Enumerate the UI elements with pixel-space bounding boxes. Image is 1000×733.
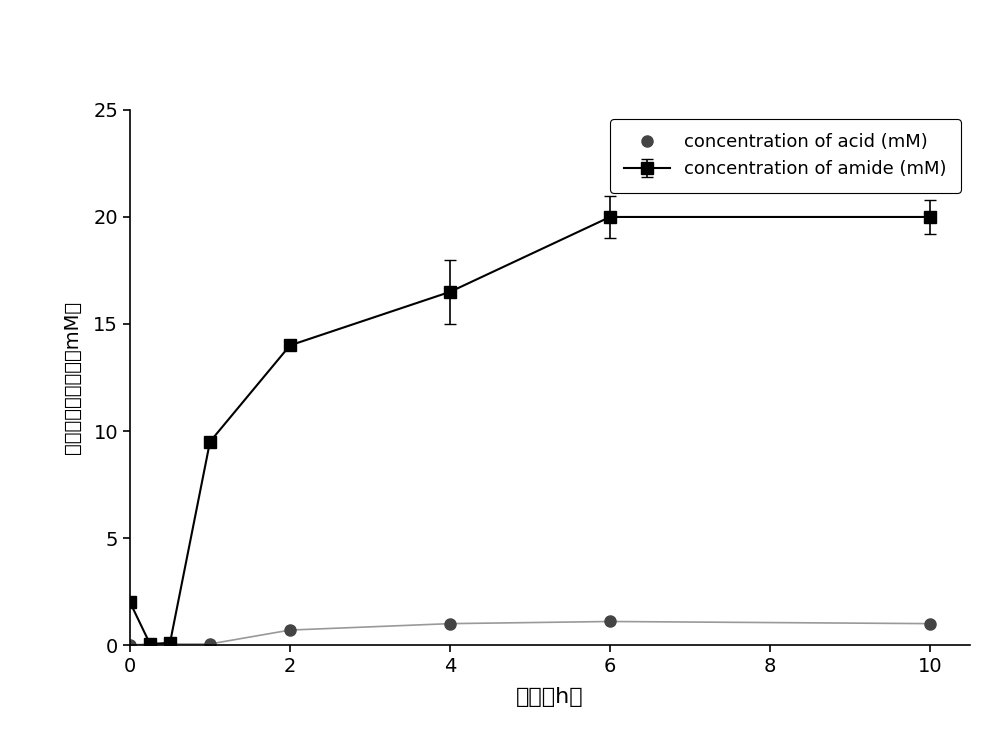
concentration of acid (mM) (284, 626, 296, 635)
Y-axis label: 酰胺和羚酸的浓度（mM）: 酰胺和羚酸的浓度（mM） (63, 301, 82, 454)
concentration of acid (mM) (204, 640, 216, 649)
concentration of acid (mM) (144, 640, 156, 649)
concentration of acid (mM) (924, 619, 936, 628)
Line: concentration of acid (mM): concentration of acid (mM) (124, 616, 936, 651)
X-axis label: 时间（h）: 时间（h） (516, 687, 584, 707)
concentration of acid (mM) (124, 641, 136, 649)
concentration of acid (mM) (604, 617, 616, 626)
Legend: concentration of acid (mM), concentration of amide (mM): concentration of acid (mM), concentratio… (610, 119, 961, 193)
concentration of acid (mM) (444, 619, 456, 628)
concentration of acid (mM) (164, 640, 176, 649)
